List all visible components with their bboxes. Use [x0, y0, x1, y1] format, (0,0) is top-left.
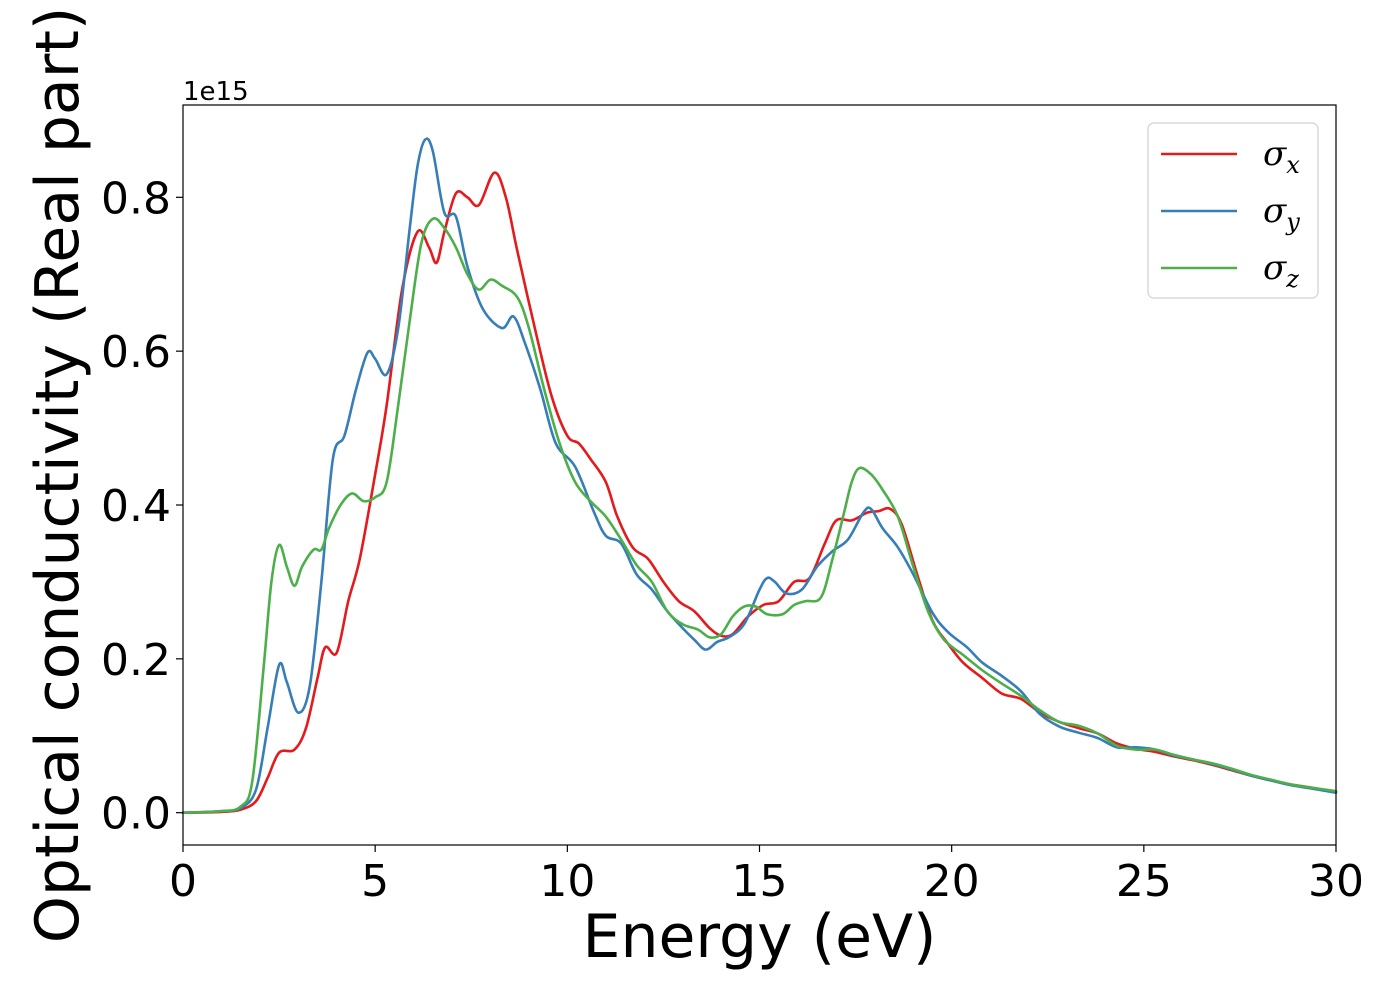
- x-tick-label: 20: [924, 856, 980, 907]
- x-tick-label: 5: [361, 856, 389, 907]
- legend-label-x: σx: [1263, 134, 1300, 179]
- series-layer: [181, 137, 1338, 814]
- series-line-x: [181, 171, 1338, 814]
- y-tick-label: 0.0: [101, 789, 171, 840]
- x-tick-label: 0: [169, 856, 197, 907]
- y-tick-label: 0.8: [101, 173, 171, 224]
- y-tick-label: 0.2: [101, 635, 171, 686]
- x-axis-label: Energy (eV): [583, 902, 937, 972]
- x-tick-label: 30: [1308, 856, 1364, 907]
- x-tick-label: 25: [1116, 856, 1172, 907]
- series-line-y: [181, 137, 1338, 814]
- y-axis-label: Optical conductivity (Real part): [23, 7, 93, 944]
- y-offset-text: 1e15: [183, 77, 249, 107]
- y-tick-label: 0.4: [101, 481, 171, 532]
- series-line-z: [181, 217, 1338, 814]
- y-tick-label: 0.6: [101, 327, 171, 378]
- x-tick-label: 10: [539, 856, 595, 907]
- x-tick-label: 15: [732, 856, 788, 907]
- tick-layer: 0 5 10 15 20 25 30 0.0 0.2 0.4 0.6 0.8: [101, 173, 1364, 907]
